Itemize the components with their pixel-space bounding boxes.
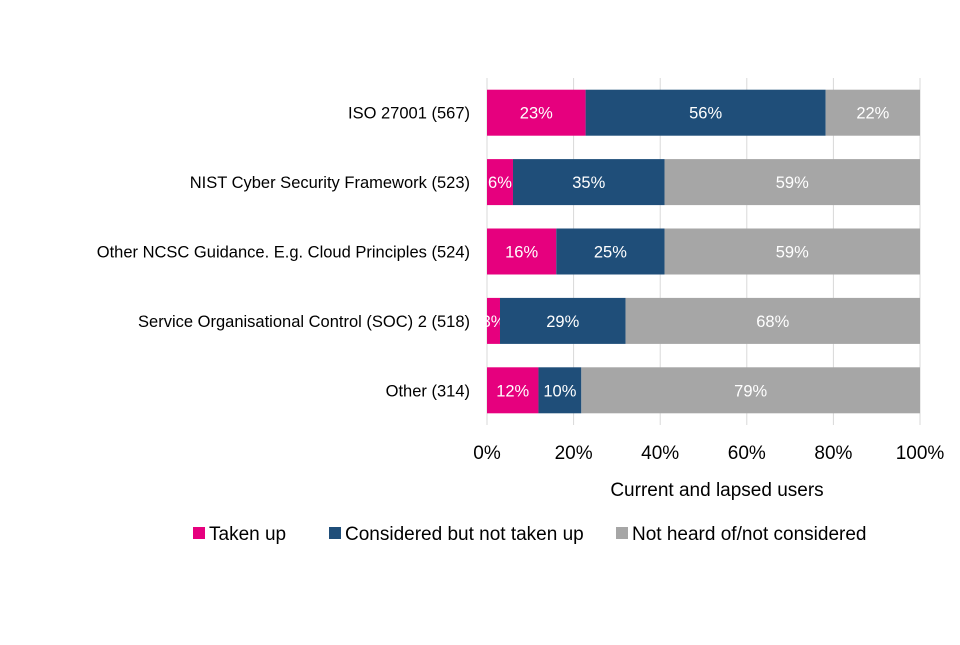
bar-segment: [499, 297, 626, 344]
data-label: 10%: [543, 382, 576, 400]
bar-segment: [512, 159, 665, 206]
data-label: 79%: [734, 382, 767, 400]
bar-segment: [487, 367, 539, 414]
bar-segment: [556, 228, 665, 275]
x-axis-title: Current and lapsed users: [610, 480, 823, 501]
legend-label: Taken up: [209, 524, 286, 545]
data-label: 3%: [482, 313, 506, 331]
category-labels: ISO 27001 (567) NIST Cyber Security Frame…: [97, 105, 470, 401]
x-tick-label: 40%: [641, 443, 679, 464]
legend-swatch: [616, 527, 628, 539]
data-label: 59%: [776, 174, 809, 192]
category-label: ISO 27001 (567): [348, 105, 470, 123]
bar-segment: [581, 367, 920, 414]
data-label: 29%: [546, 313, 579, 331]
x-tick-labels: 0% 20% 40% 60% 80% 100%: [473, 443, 944, 464]
data-label: 23%: [520, 105, 553, 123]
bar-segment: [538, 367, 582, 414]
legend-swatch: [329, 527, 341, 539]
x-tick-label: 0%: [473, 443, 501, 464]
data-label: 12%: [496, 382, 529, 400]
category-label: NIST Cyber Security Framework (523): [190, 174, 470, 192]
legend-swatch: [193, 527, 205, 539]
bars: 23% 56% 22% 6% 35% 59% 16% 25% 59% 3% 29% 68% 12% 10%…: [482, 89, 920, 414]
bar-segment: [487, 297, 500, 344]
data-label: 35%: [572, 174, 605, 192]
x-tick-label: 20%: [555, 443, 593, 464]
bar-segment: [625, 297, 920, 344]
legend-label: Not heard of/not considered: [632, 524, 867, 545]
data-label: 6%: [488, 174, 512, 192]
data-label: 68%: [756, 313, 789, 331]
bar-segment: [487, 228, 557, 275]
data-label: 22%: [856, 105, 889, 123]
bar-segment: [664, 228, 920, 275]
legend: Taken up Considered but not taken up Not h…: [193, 524, 867, 545]
x-tick-label: 60%: [728, 443, 766, 464]
bar-segment: [585, 89, 826, 136]
category-label: Other NCSC Guidance. E.g. Cloud Principl…: [97, 244, 470, 262]
x-tick-label: 100%: [896, 443, 945, 464]
data-label: 16%: [505, 244, 538, 262]
bar-segment: [487, 89, 586, 136]
data-label: 25%: [594, 244, 627, 262]
category-label: Service Organisational Control (SOC) 2 (…: [138, 313, 470, 331]
data-label: 59%: [776, 244, 809, 262]
bar-segment: [825, 89, 920, 136]
bar-segment: [664, 159, 920, 206]
x-tick-label: 80%: [814, 443, 852, 464]
category-label: Other (314): [386, 382, 470, 400]
bar-segment: [487, 159, 513, 206]
data-label: 56%: [689, 105, 722, 123]
legend-label: Considered but not taken up: [345, 524, 584, 545]
